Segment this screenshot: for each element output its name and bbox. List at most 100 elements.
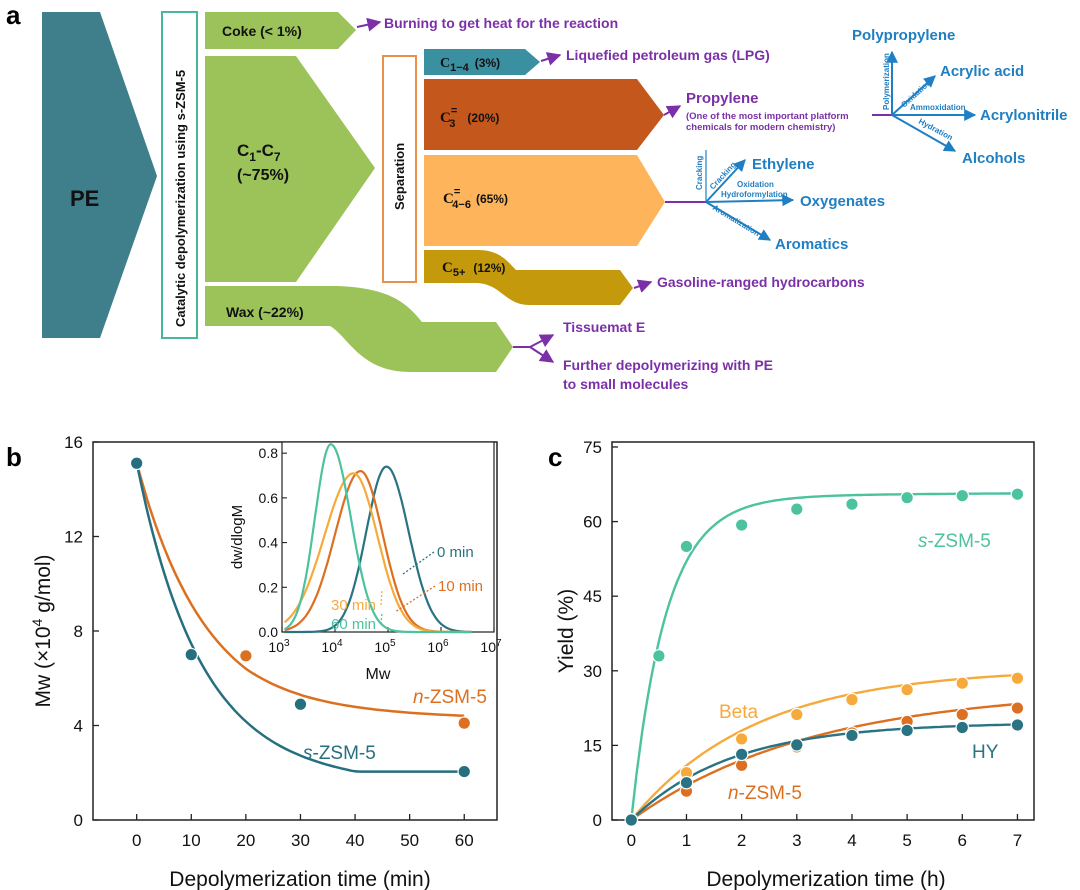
- pe-arrow: [42, 12, 157, 338]
- x-tick-label: 30: [291, 831, 310, 850]
- y-tick-label: 16: [64, 433, 83, 452]
- inset-y-tick-label: 0.8: [259, 445, 279, 461]
- y-tick-label: 12: [64, 528, 83, 547]
- series-line-0: [630, 492, 1018, 821]
- further-text-2: to small molecules: [563, 376, 688, 392]
- x-tick-label: 20: [236, 831, 255, 850]
- series-point-0: [955, 488, 970, 503]
- series-point-2: [1010, 701, 1025, 715]
- plot-c-label-beta: Beta: [719, 702, 759, 723]
- plot-b-label-n: n-ZSM-5: [413, 687, 487, 708]
- further-arrow: [529, 346, 555, 363]
- coke-arrow: [356, 17, 382, 32]
- inset-series-label: 60 min: [331, 616, 376, 633]
- series-point-3: [789, 738, 804, 752]
- series-line-1: [630, 673, 1018, 821]
- cracking-text-2: Cracking: [708, 160, 738, 191]
- c3-label: C= 3 (20%): [440, 105, 499, 130]
- wax-block: [205, 286, 513, 372]
- panel-label-a: a: [6, 0, 21, 30]
- series-point-1: [1010, 671, 1025, 686]
- cracking-text-1: Cracking: [695, 156, 704, 190]
- aromatics-arrow: [705, 201, 772, 241]
- x-tick-label: 60: [455, 831, 474, 850]
- further-text-1: Further depolymerizing with PE: [563, 357, 773, 373]
- c5-block: [424, 250, 633, 305]
- y-tick-label: 45: [583, 587, 602, 606]
- series-point-3: [845, 728, 859, 743]
- y-tick-label: 0: [593, 811, 602, 830]
- acrylic-text: Acrylic acid: [940, 63, 1024, 80]
- n-zsm5-fit-line: [135, 462, 465, 718]
- x-tick-label: 50: [400, 831, 419, 850]
- inset-x-tick-label: 104: [321, 638, 343, 655]
- oxygenates-text: Oxygenates: [800, 193, 885, 210]
- plot-b-xlabel: Depolymerization time (min): [169, 868, 430, 890]
- inset-series: 0 min 10 min 30 min 60 min: [283, 443, 483, 634]
- ammoxidation-text: Ammoxidation: [910, 103, 966, 112]
- series-point-3: [900, 723, 914, 738]
- c14-block: [424, 49, 540, 75]
- series-point-1: [734, 732, 749, 746]
- wax-label: Wax (~22%): [226, 304, 304, 320]
- inset-axes: 103 104 105 106 107 0.0 0.2 0.4 0.6 0.8: [259, 445, 502, 655]
- panel-b: b 0 10 20 30 40 50 60 0 4 8 12 16 Depolymerization …: [6, 433, 502, 890]
- inset-x-tick-label: 103: [268, 638, 290, 655]
- inset-xlabel: Mw: [366, 666, 391, 683]
- catalysis-label: Catalytic depolymerization using s-ZSM-5: [173, 70, 188, 327]
- series-point-1: [955, 676, 970, 691]
- series-point-0: [652, 649, 666, 663]
- catalysis-box: [161, 11, 198, 339]
- inset-y-tick-label: 0.4: [259, 535, 279, 551]
- hydration-text: Hydration: [917, 117, 954, 143]
- x-tick-label: 6: [958, 831, 967, 850]
- coke-label: Coke (< 1%): [222, 23, 302, 39]
- inset-y-tick-label: 0.2: [259, 579, 279, 595]
- plot-c-ylabel: Yield (%): [555, 589, 578, 673]
- series-point-2: [955, 707, 970, 722]
- y-tick-label: 60: [583, 513, 602, 532]
- s-zsm5-point: [184, 647, 199, 662]
- tissuemat-text: Tissuemat E: [563, 319, 645, 335]
- inset-frame: [281, 441, 495, 633]
- n-zsm5-point: [239, 649, 253, 663]
- c14-label: C1−4 (3%): [440, 56, 500, 74]
- x-tick-label: 10: [182, 831, 201, 850]
- inset-y-tick-label: 0.6: [259, 490, 279, 506]
- plot-c-label-s: s-ZSM-5: [918, 531, 991, 552]
- acrylonitrile-text: Acrylonitrile: [980, 107, 1068, 124]
- separation-label: Separation: [392, 143, 407, 210]
- series-point-3: [955, 720, 970, 735]
- plot-b-axes: 0 10 20 30 40 50 60 0 4 8 12 16: [64, 433, 474, 850]
- inset-series-label: 0 min: [437, 544, 474, 561]
- separation-box: [382, 55, 417, 283]
- inset-curve-0: [284, 465, 472, 634]
- series-point-1: [900, 682, 914, 697]
- c46-block: [424, 155, 665, 246]
- y-tick-label: 15: [583, 736, 602, 755]
- x-tick-label: 40: [346, 831, 365, 850]
- lpg-arrow: [540, 52, 562, 66]
- coke-block: [205, 12, 356, 49]
- x-tick-label: 0: [627, 831, 636, 850]
- alcohols-text: Alcohols: [962, 150, 1025, 167]
- aromatization-text: Aromatization: [711, 203, 761, 238]
- inset-x-tick-label: 106: [427, 638, 449, 655]
- propylene-arrow: [663, 105, 682, 119]
- gasoline-text: Gasoline-ranged hydrocarbons: [657, 274, 865, 290]
- plot-c-series: [624, 487, 1025, 827]
- polypropylene-text: Polypropylene: [852, 27, 955, 44]
- series-point-3: [734, 747, 749, 762]
- polymerization-text: Polymerization: [882, 53, 891, 110]
- series-point-0: [1010, 487, 1025, 502]
- x-tick-label: 1: [682, 831, 691, 850]
- series-point-0: [734, 518, 749, 532]
- panel-a: a PE Catalytic depolymerization using s-…: [6, 0, 1068, 392]
- s-zsm5-point: [129, 456, 144, 471]
- plot-c-xlabel: Depolymerization time (h): [706, 868, 945, 890]
- inset-series-label: 10 min: [438, 578, 483, 595]
- inset-x-tick-label: 107: [480, 638, 502, 655]
